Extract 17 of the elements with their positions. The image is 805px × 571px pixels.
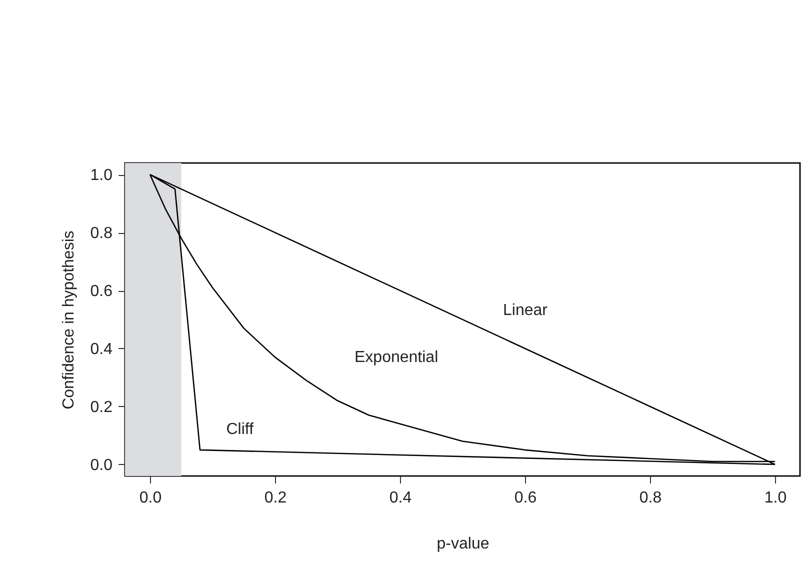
series-label: Linear	[503, 302, 548, 320]
series-label: Cliff	[226, 421, 254, 438]
text: Exponential	[354, 349, 438, 366]
y-tick-label: 0.6	[90, 283, 113, 300]
y-tick-label: 0.8	[90, 225, 113, 242]
y-tick-label: 0.4	[90, 340, 113, 358]
x-tick-label: 0.8	[639, 490, 662, 506]
x-tick-label: 0.4	[389, 490, 412, 506]
x-tick-label: 0.0	[139, 490, 162, 506]
y-tick-label: 1.0	[90, 167, 113, 184]
x-axis-title: p-value	[436, 536, 490, 552]
x-tick-label: 1.0	[764, 490, 787, 506]
x-tick-label: 0.2	[264, 490, 287, 506]
y-tick-label: 0.2	[90, 398, 113, 416]
y-axis-title: Confidence in hypothesis	[60, 230, 78, 410]
y-tick-label: 0.0	[90, 456, 113, 474]
x-tick-label: 0.6	[514, 490, 537, 506]
